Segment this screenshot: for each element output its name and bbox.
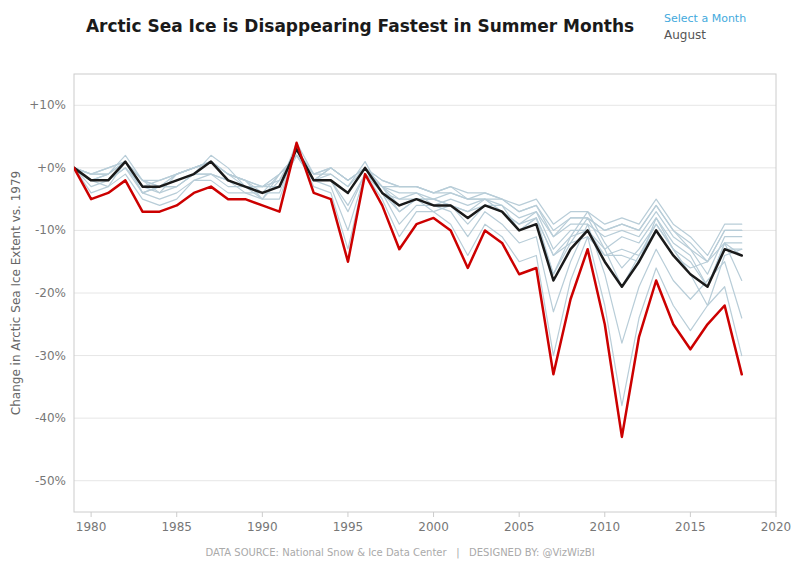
x-tick [262,512,263,517]
grid-line [74,355,776,356]
series-line [74,149,742,287]
x-tick [91,512,92,517]
chart: +10% +0% -10% -20% -30% -40% -50% 1980 1985 1990 1… [0,0,800,564]
y-tick-label: -30% [35,349,66,363]
grid-line [74,105,776,106]
series-line [74,143,742,437]
x-tick [519,512,520,517]
plot-frame [74,74,776,512]
grid-line [74,230,776,231]
title: Arctic Sea Ice is Disappearing Fastest i… [86,16,634,36]
x-tick-label: 2010 [590,520,621,534]
x-tick [347,512,348,517]
y-tick-label: -50% [35,474,66,488]
y-tick-label: -20% [35,286,66,300]
y-tick-label: -10% [35,223,66,237]
x-tick [690,512,691,517]
x-tick [433,512,434,517]
x-tick-label: 1985 [161,520,192,534]
x-tick [176,512,177,517]
series-line [74,149,742,343]
grid-line [74,480,776,481]
lines [74,143,742,437]
source-note: DATA SOURCE: National Snow & Ice Data Ce… [205,547,594,559]
x-tick-label: 2020 [761,520,792,534]
x-tick [604,512,605,517]
series-line [74,155,742,286]
x-tick-label: 1980 [76,520,107,534]
series-line [74,155,742,305]
x-tick-label: 2000 [418,520,449,534]
series-line [74,155,742,286]
x-tick [776,512,777,517]
grid-line [74,293,776,294]
grid-line [74,418,776,419]
y-tick-label: -40% [35,411,66,425]
subtitle: August [664,28,706,42]
y-tick-label: +0% [37,161,66,175]
axes: +10% +0% -10% -20% -30% -40% -50% 1980 1985 1990 1… [29,74,791,534]
y-tick-label: +10% [29,98,66,112]
annotation: Select a Month [664,12,746,25]
x-tick-label: 2005 [504,520,535,534]
x-tick-label: 1995 [333,520,364,534]
x-tick-label: 2015 [675,520,706,534]
series-line [74,149,742,406]
y-axis-label: Change in Arctic Sea Ice Extent vs. 1979 [9,171,23,415]
x-tick-label: 1990 [247,520,278,534]
grid [74,105,776,480]
series-line [74,149,742,287]
grid-line [74,167,776,168]
